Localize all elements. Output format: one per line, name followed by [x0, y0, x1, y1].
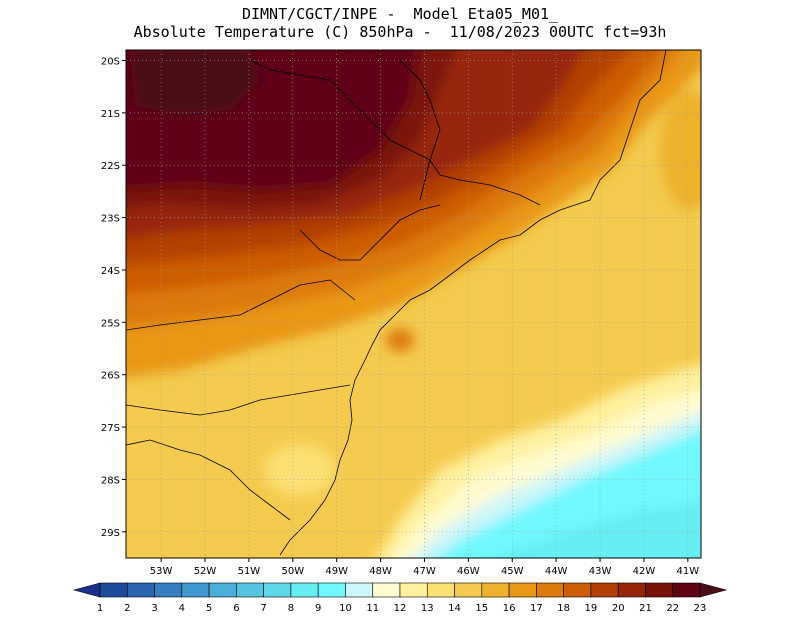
colorbar-swatch [317, 582, 346, 598]
lon-tick-label: 44W [545, 566, 568, 577]
colorbar-label: 8 [288, 603, 294, 614]
colorbar-label: 12 [394, 603, 407, 614]
colorbar-arrow-high [699, 582, 728, 598]
colorbar-label: 5 [206, 603, 212, 614]
lat-tick-label: 23S [101, 214, 120, 225]
colorbar-label: 21 [639, 603, 652, 614]
colorbar: 1 2 3 4 5 6 7 8 9 10 11 12 13 14 15 16 17 18 19 20 21 22 23 [72, 582, 728, 614]
colorbar-swatch [563, 582, 592, 598]
colorbar-swatch [372, 582, 401, 598]
colorbar-label: 22 [666, 603, 679, 614]
colorbar-swatch [399, 582, 428, 598]
coastline-and-borders [126, 50, 667, 556]
map-title-line-2: Absolute Temperature (C) 850hPa - 11/08/… [133, 23, 667, 41]
colorbar-swatch [263, 582, 292, 598]
colorbar-label: 11 [366, 603, 379, 614]
colorbar-label: 18 [557, 603, 570, 614]
colorbar-swatch [154, 582, 183, 598]
colorbar-label: 17 [530, 603, 543, 614]
colorbar-swatch [290, 582, 319, 598]
temperature-field [126, 50, 701, 558]
lon-tick-label: 49W [325, 566, 348, 577]
lat-tick-label: 20S [101, 56, 120, 67]
colorbar-label: 3 [151, 603, 157, 614]
colorbar-label: 7 [260, 603, 266, 614]
colorbar-swatch [617, 582, 646, 598]
lon-tick-label: 42W [633, 566, 656, 577]
colorbar-label: 2 [124, 603, 130, 614]
colorbar-label: 14 [448, 603, 461, 614]
colorbar-label: 9 [315, 603, 321, 614]
lon-tick-label: 52W [194, 566, 217, 577]
colorbar-swatch [99, 582, 128, 598]
colorbar-swatch [126, 582, 155, 598]
lat-tick-label: 25S [101, 318, 120, 329]
colorbar-label: 16 [503, 603, 516, 614]
colorbar-swatch [672, 582, 701, 598]
lat-tick-label: 21S [101, 109, 120, 120]
colorbar-label: 4 [179, 603, 185, 614]
axis-tick-labels: 20S 21S 22S 23S 24S 25S 26S 27S 28S 29S 53W 52W 51W 5… [101, 56, 699, 577]
lon-tick-label: 50W [281, 566, 304, 577]
colorbar-label: 20 [612, 603, 625, 614]
lon-tick-label: 48W [369, 566, 392, 577]
colorbar-swatch [645, 582, 674, 598]
map-title-line-1: DIMNT/CGCT/INPE - Model Eta05_M01_ [241, 5, 559, 23]
colorbar-label: 13 [421, 603, 434, 614]
colorbar-swatch [236, 582, 264, 598]
lat-tick-label: 22S [101, 161, 120, 172]
graticule [126, 50, 701, 558]
colorbar-swatch [345, 582, 374, 598]
lat-tick-label: 27S [101, 423, 120, 434]
lat-tick-label: 26S [101, 371, 120, 382]
lat-tick-label: 29S [101, 528, 120, 539]
colorbar-swatch [508, 582, 537, 598]
colorbar-arrow-low [72, 582, 101, 598]
colorbar-swatch [426, 582, 455, 598]
lon-tick-label: 41W [677, 566, 700, 577]
colorbar-swatch [208, 582, 237, 598]
colorbar-label: 23 [694, 603, 707, 614]
plot-frame [125, 49, 702, 559]
colorbar-swatch [181, 582, 210, 598]
colorbar-swatch [536, 582, 564, 598]
colorbar-label: 1 [97, 603, 103, 614]
colorbar-swatch [454, 582, 483, 598]
lat-tick-label: 24S [101, 266, 120, 277]
lat-tick-label: 28S [101, 475, 120, 486]
lon-tick-label: 45W [501, 566, 524, 577]
colorbar-label: 10 [339, 603, 352, 614]
colorbar-label: 6 [233, 603, 239, 614]
lon-tick-label: 47W [413, 566, 436, 577]
lon-tick-label: 46W [457, 566, 480, 577]
colorbar-swatch [481, 582, 510, 598]
lon-tick-label: 53W [150, 566, 173, 577]
lon-tick-label: 43W [589, 566, 612, 577]
colorbar-swatch [590, 582, 619, 598]
colorbar-label: 19 [585, 603, 598, 614]
lon-tick-label: 51W [238, 566, 261, 577]
colorbar-label: 15 [475, 603, 488, 614]
